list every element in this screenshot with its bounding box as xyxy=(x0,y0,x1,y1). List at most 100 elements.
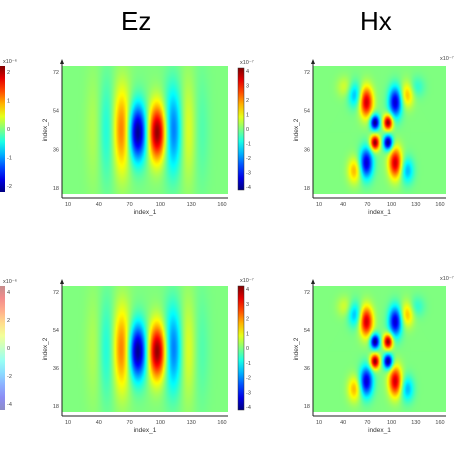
y-axis-label: index_2 xyxy=(293,118,300,141)
y-axis-arrow xyxy=(311,279,315,284)
y-tick-label: 72 xyxy=(53,70,59,76)
x-tick-label: 40 xyxy=(340,202,346,208)
x-tick-label: 130 xyxy=(187,202,196,208)
partial-colorbar-tick: 0 xyxy=(7,346,10,352)
colorbar-tick-label: 4 xyxy=(246,69,249,75)
partial-colorbar-exponent: x10⁻⁶ xyxy=(3,58,17,65)
y-tick-label: 54 xyxy=(53,328,59,334)
colorbar-tick-label: -4 xyxy=(246,185,251,191)
partial-colorbar-left-2: x10⁻⁶ 4 2 0 -2 -4 xyxy=(0,278,17,410)
colorbar-tick-label: 3 xyxy=(246,302,249,308)
heatmap-panel-hx-2: 10 40 70 100 130 160 72 54 36 18 index_1 index_2 x10… xyxy=(293,275,454,434)
y-tick-label: 54 xyxy=(53,109,59,115)
column-title-hx: Hx xyxy=(360,6,392,36)
y-tick-label: 54 xyxy=(304,328,310,334)
y-tick-label: 18 xyxy=(53,186,59,192)
colorbar-exponent: x10⁻⁷ xyxy=(240,277,254,284)
x-tick-label: 100 xyxy=(387,202,396,208)
x-tick-label: 130 xyxy=(411,420,420,426)
heatmap-panel-ez-1: 10 40 70 100 130 16072543618index_1index_2x10… xyxy=(42,59,254,216)
x-axis-label: index_1 xyxy=(134,427,157,434)
y-tick-label: 18 xyxy=(304,404,310,410)
heatmap-panel-hx-1: 10 40 70 100 130 160 72 54 36 18 index_1 index_2 x10… xyxy=(293,55,454,216)
colorbar-tick-label: -1 xyxy=(246,361,251,367)
y-axis-label: index_2 xyxy=(293,337,300,360)
x-tick-label: 10 xyxy=(316,202,322,208)
x-tick-label: 70 xyxy=(364,420,370,426)
partial-colorbar-left-1: x10⁻⁶ 2 1 0 -1 -2 xyxy=(0,58,17,192)
x-axis-label: index_1 xyxy=(368,209,391,216)
y-axis-label: index_2 xyxy=(42,118,49,141)
x-tick-label: 40 xyxy=(340,420,346,426)
colorbar-tick-label: 1 xyxy=(246,331,249,337)
y-tick-label: 36 xyxy=(53,147,59,153)
colorbar-tick-label: -2 xyxy=(246,376,251,382)
x-tick-label: 70 xyxy=(127,202,133,208)
x-tick-label: 160 xyxy=(217,420,226,426)
x-tick-label: 10 xyxy=(65,420,71,426)
x-tick-label: 160 xyxy=(217,202,226,208)
colorbar-tick-label: -1 xyxy=(246,142,251,148)
x-tick-label: 130 xyxy=(187,420,196,426)
heatmap-image xyxy=(313,66,446,194)
y-tick-label: 36 xyxy=(53,366,59,372)
partial-colorbar-exponent: x10⁻⁶ xyxy=(3,278,17,285)
colorbar-tick-label: -3 xyxy=(246,390,251,396)
partial-colorbar-tick: -2 xyxy=(7,374,12,380)
colorbar xyxy=(237,285,245,411)
x-tick-label: 160 xyxy=(435,202,444,208)
y-tick-label: 18 xyxy=(304,186,310,192)
colorbar-exponent: x10⁻⁷ xyxy=(240,59,254,66)
y-axis-arrow xyxy=(60,279,64,284)
x-tick-label: 100 xyxy=(156,420,165,426)
x-tick-label: 70 xyxy=(127,420,133,426)
x-tick-label: 160 xyxy=(435,420,444,426)
x-tick-label: 100 xyxy=(387,420,396,426)
colorbar-tick-label: -4 xyxy=(246,405,251,411)
x-axis-label: index_1 xyxy=(368,427,391,434)
x-tick-label: 10 xyxy=(316,420,322,426)
partial-colorbar-tick: 1 xyxy=(7,99,10,105)
column-title-ez: Ez xyxy=(121,6,152,36)
partial-colorbar-tick: -4 xyxy=(7,402,12,408)
partial-colorbar xyxy=(0,66,5,192)
x-tick-label: 40 xyxy=(96,420,102,426)
y-tick-label: 54 xyxy=(304,109,310,115)
y-axis-label: index_2 xyxy=(42,337,49,360)
y-tick-label: 72 xyxy=(53,290,59,296)
colorbar-tick-label: 0 xyxy=(246,346,249,352)
colorbar-exponent: x10⁻⁷ xyxy=(440,275,454,282)
y-tick-label: 36 xyxy=(304,366,310,372)
partial-colorbar-tick: -1 xyxy=(7,156,12,162)
colorbar-tick-label: 2 xyxy=(246,317,249,323)
colorbar-tick-label: -2 xyxy=(246,156,251,162)
colorbar-tick-label: 4 xyxy=(246,287,249,293)
partial-colorbar-tick: 0 xyxy=(7,127,10,133)
colorbar-tick-label: 2 xyxy=(246,98,249,104)
x-tick-label: 40 xyxy=(96,202,102,208)
x-tick-label: 100 xyxy=(156,202,165,208)
x-tick-label: 70 xyxy=(364,202,370,208)
partial-colorbar-tick: 4 xyxy=(7,290,10,296)
heatmap-panel-ez-2: 10 40 70 100 130 16072543618index_1index_2x10… xyxy=(42,277,254,434)
y-tick-label: 18 xyxy=(53,404,59,410)
heatmap-image xyxy=(62,66,228,194)
colorbar-tick-label: 0 xyxy=(246,127,249,133)
y-tick-label: 36 xyxy=(304,147,310,153)
colorbar-tick-label: 3 xyxy=(246,84,249,90)
partial-colorbar-tick: 2 xyxy=(7,318,10,324)
partial-colorbar-tick: -2 xyxy=(7,184,12,190)
partial-colorbar xyxy=(0,286,5,410)
y-axis-arrow xyxy=(60,59,64,64)
x-tick-label: 130 xyxy=(411,202,420,208)
colorbar xyxy=(237,67,245,191)
x-tick-label: 10 xyxy=(65,202,71,208)
partial-colorbar-tick: 2 xyxy=(7,70,10,76)
y-tick-label: 72 xyxy=(304,290,310,296)
colorbar-tick-label: 1 xyxy=(246,113,249,119)
y-tick-label: 72 xyxy=(304,70,310,76)
x-axis-label: index_1 xyxy=(134,209,157,216)
y-axis-arrow xyxy=(311,59,315,64)
